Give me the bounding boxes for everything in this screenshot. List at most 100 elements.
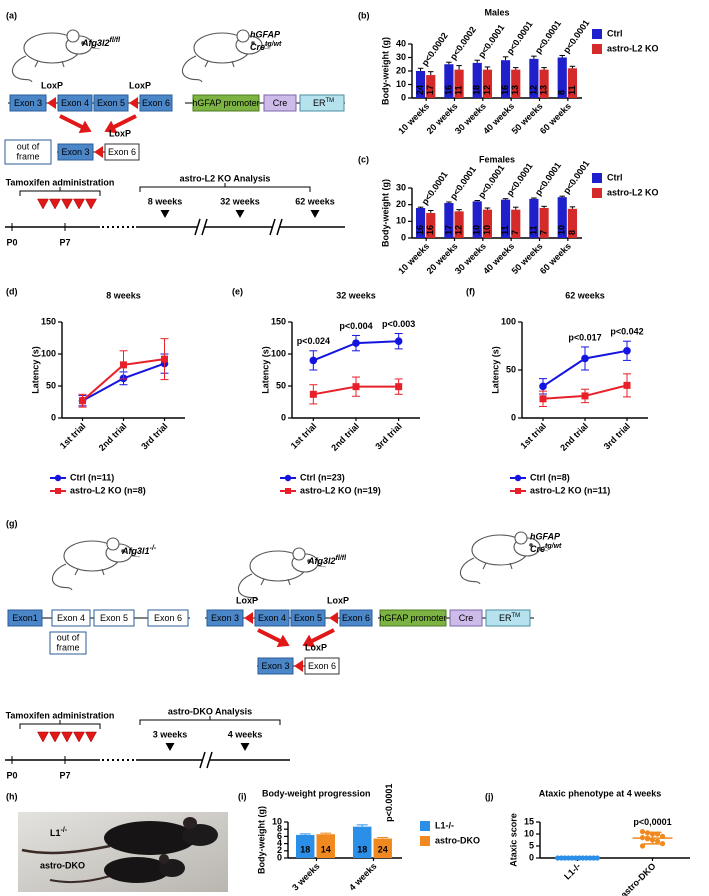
- y-tick-label: 50: [276, 380, 286, 390]
- gene-box: [7, 609, 43, 627]
- y-tick-label: 0: [401, 232, 406, 242]
- gene-label: Cre: [273, 98, 288, 108]
- bar: [415, 208, 426, 238]
- marker: [79, 397, 86, 405]
- chart-title: 8 weeks: [106, 290, 141, 300]
- break-gap: [197, 224, 205, 230]
- y-axis-label: Ataxic score: [508, 813, 518, 867]
- legend-label: Ctrl: [607, 28, 623, 38]
- genotype-label-base: Cre: [250, 42, 265, 52]
- bar: [482, 209, 493, 238]
- gene-label: hGFAP promoter: [379, 613, 446, 623]
- mouse-icon: [459, 531, 549, 585]
- mouse-photo: [104, 857, 170, 883]
- gene-box: [304, 657, 340, 675]
- bar-count: 11: [453, 85, 463, 95]
- bar: [511, 209, 521, 238]
- legend-label: Ctrl (n=8): [530, 472, 570, 482]
- genotype-label-base: Cre: [530, 544, 545, 554]
- gene-label: Exon 3: [61, 147, 89, 157]
- panel-label: (c): [358, 154, 369, 164]
- marker: [395, 383, 403, 391]
- mouse-tail-photo: [49, 875, 111, 884]
- legend-label: Ctrl: [607, 172, 623, 182]
- y-tick-label: 10: [272, 816, 282, 826]
- point: [562, 855, 568, 861]
- mouse-tail: [237, 573, 259, 601]
- y-axis-label: Latency (s): [490, 346, 500, 394]
- marker: [352, 339, 360, 347]
- mouse-tail: [51, 563, 73, 591]
- point: [654, 838, 661, 844]
- gene-box: [57, 143, 94, 161]
- p-value: p<0.0001: [561, 159, 591, 196]
- gene-box: [93, 609, 135, 627]
- tamoxifen-dose: [61, 198, 73, 210]
- genotype-label-sup: fl/fl: [110, 37, 122, 44]
- loxp-label: LoxP: [41, 80, 63, 90]
- gene-label: Exon 5: [100, 613, 128, 623]
- timepoint-label: 62 weeks: [295, 196, 335, 206]
- photo-label-base: L1: [50, 828, 61, 838]
- bar-count: 18: [357, 844, 367, 854]
- p-value: p<0.0001: [505, 19, 535, 56]
- gene-label: Exon 6: [154, 613, 182, 623]
- bar-count: 24: [415, 85, 425, 95]
- marker: [623, 347, 631, 355]
- gene-label: hGFAP promoter: [192, 98, 259, 108]
- panel-label: (g): [6, 518, 18, 528]
- bar-count: 12: [482, 85, 492, 95]
- legend-marker: [284, 474, 292, 482]
- arrow-head: [302, 634, 316, 648]
- loxp-label: LoxP: [129, 80, 151, 90]
- point: [569, 855, 575, 861]
- mouse-whisker: [261, 42, 271, 50]
- mouse-tail: [181, 55, 203, 83]
- legend-label: Ctrl (n=11): [70, 472, 114, 482]
- mouse-whisker: [317, 560, 327, 568]
- y-tick-label: 150: [271, 316, 286, 326]
- gene-label: Exon 6: [308, 661, 336, 671]
- panel-label: (e): [232, 286, 243, 296]
- legend-swatch: [592, 44, 602, 54]
- marker: [309, 390, 317, 398]
- gene-label: ERTM: [313, 98, 334, 109]
- marker: [394, 337, 403, 346]
- bar-count: 17: [425, 85, 435, 95]
- marker: [581, 354, 589, 363]
- bar: [539, 208, 549, 238]
- bar: [567, 68, 578, 98]
- x-tick-label: 2nd trial: [329, 421, 361, 453]
- bar: [472, 201, 482, 238]
- legend-swatch: [420, 821, 430, 831]
- y-tick-label: 10: [396, 79, 406, 89]
- bar-count: 17: [443, 225, 453, 235]
- legend-label: astro-L2 KO: [607, 43, 659, 53]
- gene-box: [51, 609, 91, 627]
- genotype-label-sup: fl/fl: [336, 555, 348, 562]
- p-value: p<0.0001: [561, 18, 591, 55]
- legend-label: astro-L2 KO (n=11): [530, 485, 610, 495]
- out-of-frame-label: frame: [56, 642, 79, 652]
- timepoint-label: 3 weeks: [153, 729, 188, 739]
- gene-label: Cre: [459, 613, 474, 623]
- y-tick-label: 0: [511, 412, 516, 422]
- bar: [373, 838, 392, 858]
- mouse-leg: [260, 578, 291, 586]
- gene-box: [57, 94, 93, 112]
- bar: [426, 213, 436, 238]
- gene-label: Exon 6: [108, 147, 136, 157]
- marker: [120, 361, 127, 369]
- genotype-label-sup: tg/wt: [545, 543, 562, 550]
- y-tick-label: 0: [529, 852, 534, 862]
- loxp-label: LoxP: [327, 595, 349, 605]
- treatment-label: Tamoxifen administration: [6, 177, 115, 187]
- gene-box: [449, 609, 483, 627]
- gene-label-sup: TM: [512, 613, 521, 619]
- bar-count: 18: [472, 85, 482, 95]
- gene-box: [257, 657, 294, 675]
- x-tick-label: 2nd trial: [97, 421, 129, 453]
- out-of-frame-label: out of: [17, 141, 40, 151]
- legend-marker: [54, 474, 62, 482]
- legend-marker: [285, 488, 291, 494]
